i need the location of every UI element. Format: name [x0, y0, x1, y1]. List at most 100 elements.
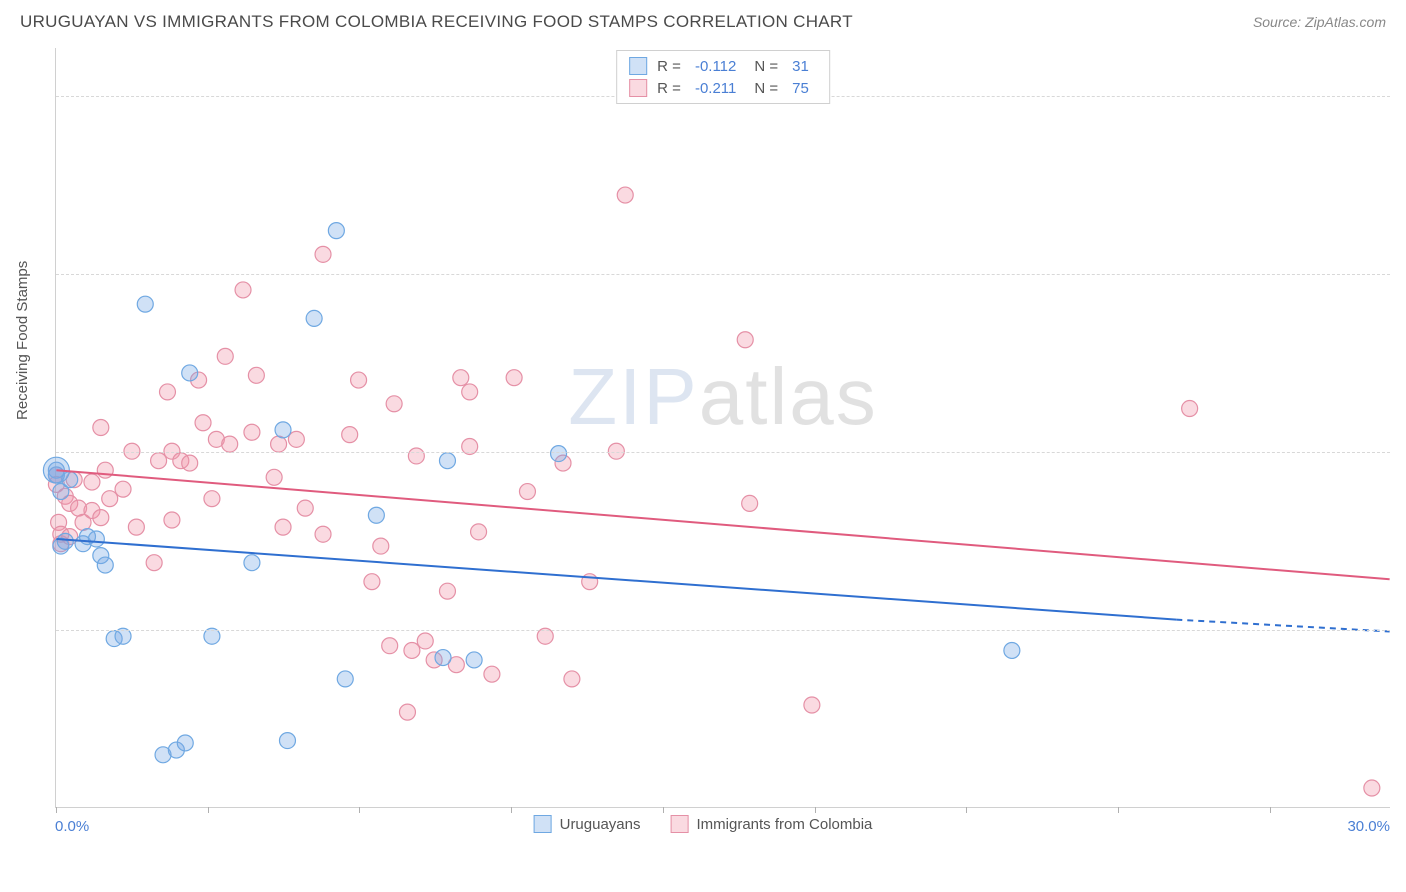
- data-point: [439, 453, 455, 469]
- data-point: [466, 652, 482, 668]
- data-point: [1004, 642, 1020, 658]
- data-point: [177, 735, 193, 751]
- legend-n-value: 75: [792, 80, 809, 97]
- correlation-legend: R =-0.112N =31R =-0.211N =75: [616, 50, 830, 104]
- y-tick-label: 30.0%: [1395, 87, 1406, 104]
- data-point: [373, 538, 389, 554]
- data-point: [195, 415, 211, 431]
- y-axis-label: Receiving Food Stamps: [14, 261, 31, 420]
- legend-row: R = -0.211 N = 75: [629, 77, 817, 99]
- data-point: [506, 370, 522, 386]
- data-point: [244, 424, 260, 440]
- legend-label: Uruguayans: [560, 816, 641, 833]
- series-legend: Uruguayans Immigrants from Colombia: [534, 815, 873, 833]
- legend-row: R =-0.112N =31: [629, 55, 817, 77]
- data-point: [137, 296, 153, 312]
- legend-r-label: R =: [657, 80, 681, 97]
- data-point: [386, 396, 402, 412]
- data-point: [408, 448, 424, 464]
- x-tick: [663, 807, 664, 813]
- data-point: [617, 187, 633, 203]
- data-point: [484, 666, 500, 682]
- data-point: [315, 526, 331, 542]
- chart-source: Source: ZipAtlas.com: [1253, 14, 1386, 30]
- x-tick: [1270, 807, 1271, 813]
- data-point: [742, 495, 758, 511]
- y-tick-label: 15.0%: [1395, 443, 1406, 460]
- legend-item: Immigrants from Colombia: [671, 815, 873, 833]
- gridline: [56, 630, 1390, 631]
- y-tick-label: 22.5%: [1395, 265, 1406, 282]
- data-point: [146, 555, 162, 571]
- x-tick: [815, 807, 816, 813]
- data-point: [297, 500, 313, 516]
- x-tick: [359, 807, 360, 813]
- y-tick-label: 7.5%: [1395, 621, 1406, 638]
- legend-swatch: [629, 79, 647, 97]
- data-point: [462, 384, 478, 400]
- data-point: [182, 365, 198, 381]
- data-point: [275, 519, 291, 535]
- data-point: [288, 431, 304, 447]
- data-point: [271, 436, 287, 452]
- legend-r-value: -0.211: [695, 80, 736, 97]
- data-point: [102, 491, 118, 507]
- data-point: [351, 372, 367, 388]
- x-tick: [966, 807, 967, 813]
- data-point: [453, 370, 469, 386]
- data-point: [244, 555, 260, 571]
- data-point: [266, 469, 282, 485]
- legend-swatch: [629, 57, 647, 75]
- data-point: [306, 310, 322, 326]
- data-point: [248, 367, 264, 383]
- data-point: [84, 474, 100, 490]
- data-point: [279, 733, 295, 749]
- x-tick-min: 0.0%: [55, 818, 89, 835]
- x-tick: [1118, 807, 1119, 813]
- data-point: [519, 484, 535, 500]
- legend-r-value: -0.112: [695, 58, 736, 75]
- data-point: [93, 510, 109, 526]
- data-point: [235, 282, 251, 298]
- data-point: [804, 697, 820, 713]
- data-point: [564, 671, 580, 687]
- data-point: [417, 633, 433, 649]
- data-point: [217, 348, 233, 364]
- data-point: [368, 507, 384, 523]
- data-point: [439, 583, 455, 599]
- data-point: [275, 422, 291, 438]
- data-point: [97, 462, 113, 478]
- data-point: [382, 638, 398, 654]
- chart-title: URUGUAYAN VS IMMIGRANTS FROM COLOMBIA RE…: [20, 12, 853, 32]
- data-point: [204, 491, 220, 507]
- legend-n-label: N =: [754, 58, 778, 75]
- legend-swatch: [534, 815, 552, 833]
- legend-label: Immigrants from Colombia: [697, 816, 873, 833]
- data-point: [151, 453, 167, 469]
- x-tick: [56, 807, 57, 813]
- data-point: [471, 524, 487, 540]
- legend-item: Uruguayans: [534, 815, 641, 833]
- chart-plot-area: R =-0.112N =31R =-0.211N =75 ZIPatlas 7.…: [55, 48, 1390, 808]
- legend-swatch: [671, 815, 689, 833]
- data-point: [364, 574, 380, 590]
- data-point: [315, 246, 331, 262]
- data-point: [1364, 780, 1380, 796]
- gridline: [56, 452, 1390, 453]
- data-point: [1182, 401, 1198, 417]
- data-point: [115, 481, 131, 497]
- data-point: [337, 671, 353, 687]
- data-point: [551, 446, 567, 462]
- data-point: [159, 384, 175, 400]
- legend-n-label: N =: [754, 80, 778, 97]
- x-tick-max: 30.0%: [1347, 818, 1390, 835]
- data-point: [342, 427, 358, 443]
- data-point: [57, 533, 73, 549]
- data-point: [128, 519, 144, 535]
- data-point: [328, 223, 344, 239]
- data-point: [97, 557, 113, 573]
- x-tick: [511, 807, 512, 813]
- data-point: [182, 455, 198, 471]
- data-point: [164, 512, 180, 528]
- chart-header: URUGUAYAN VS IMMIGRANTS FROM COLOMBIA RE…: [0, 0, 1406, 40]
